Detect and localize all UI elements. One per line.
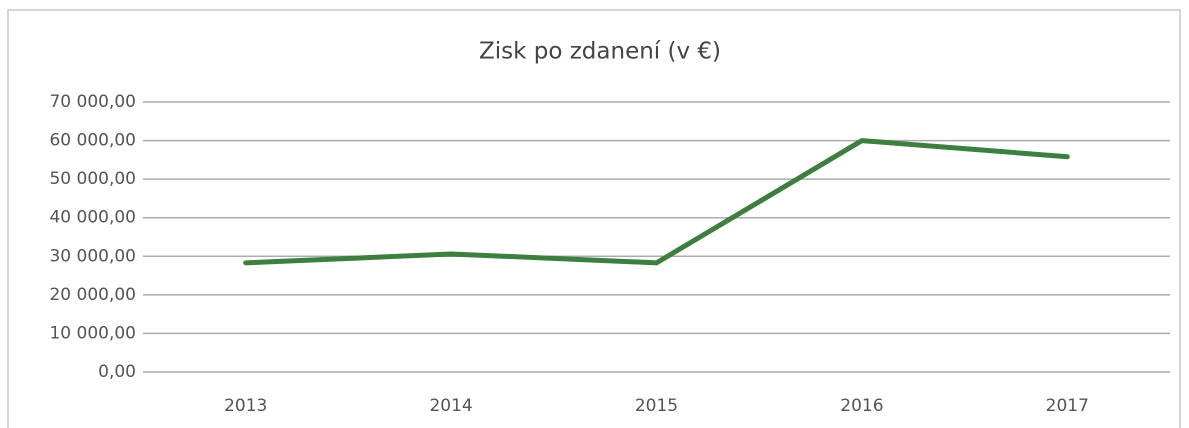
y-tick-label: 40 000,00 (49, 208, 136, 228)
y-tick-label: 60 000,00 (49, 131, 136, 151)
y-tick-label: 0,00 (98, 362, 136, 382)
y-tick-label: 50 000,00 (49, 169, 136, 189)
y-tick-label: 20 000,00 (49, 285, 136, 305)
data-line (243, 138, 1070, 266)
y-tick-label: 30 000,00 (49, 246, 136, 266)
x-tick-label: 2014 (429, 396, 472, 416)
chart-frame (7, 9, 1181, 428)
chart-title: Zisk po zdanení (v €) (479, 39, 721, 65)
x-tick-label: 2013 (224, 396, 267, 416)
y-tick-label: 10 000,00 (49, 323, 136, 343)
x-tick-label: 2016 (840, 396, 883, 416)
x-tick-label: 2015 (635, 396, 678, 416)
y-tick-label: 70 000,00 (49, 92, 136, 112)
x-tick-label: 2017 (1046, 396, 1089, 416)
